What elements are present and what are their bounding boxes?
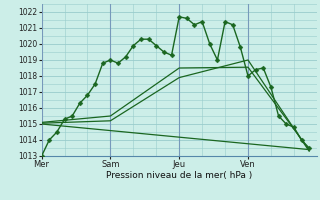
X-axis label: Pression niveau de la mer( hPa ): Pression niveau de la mer( hPa ) [106, 171, 252, 180]
